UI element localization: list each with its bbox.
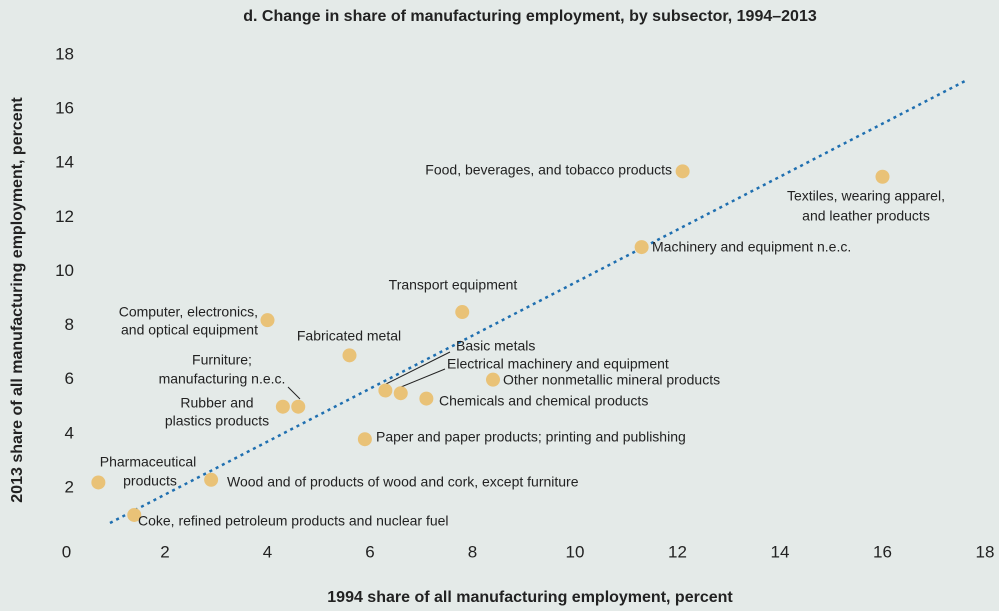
point bbox=[275, 399, 290, 414]
y-tick-label: 14 bbox=[55, 153, 74, 172]
point bbox=[260, 313, 275, 328]
chart-title: d. Change in share of manufacturing empl… bbox=[243, 8, 817, 25]
x-tick-label: 4 bbox=[263, 542, 272, 561]
point-label: Textiles, wearing apparel, bbox=[787, 188, 945, 204]
point-label: Machinery and equipment n.e.c. bbox=[652, 239, 851, 255]
point-label: Basic metals bbox=[456, 338, 535, 354]
x-tick-label: 0 bbox=[62, 542, 71, 561]
point bbox=[342, 348, 357, 363]
point bbox=[419, 391, 434, 406]
point bbox=[357, 432, 372, 447]
x-tick-label: 2 bbox=[160, 542, 169, 561]
reference-line bbox=[109, 78, 968, 525]
x-tick-label: 16 bbox=[873, 542, 892, 561]
point-label: products bbox=[123, 473, 177, 489]
point bbox=[291, 399, 306, 414]
x-tick-label: 12 bbox=[668, 542, 687, 561]
leader-lines bbox=[287, 351, 451, 400]
y-tick-label: 10 bbox=[55, 261, 74, 280]
point-label: Food, beverages, and tobacco products bbox=[425, 162, 672, 178]
point bbox=[875, 169, 890, 184]
x-tick-label: 14 bbox=[771, 542, 790, 561]
point bbox=[91, 475, 106, 490]
point-label: Computer, electronics, bbox=[119, 304, 258, 320]
point-label: Paper and paper products; printing and p… bbox=[376, 429, 686, 445]
leader-line bbox=[385, 351, 451, 385]
point-label: Pharmaceutical bbox=[100, 454, 197, 470]
point-label: Fabricated metal bbox=[297, 328, 401, 344]
point-label: Other nonmetallic mineral products bbox=[503, 372, 720, 388]
point bbox=[486, 372, 500, 387]
point-label: Transport equipment bbox=[389, 277, 518, 293]
point bbox=[393, 386, 408, 401]
point-label: and optical equipment bbox=[121, 322, 258, 338]
point bbox=[675, 164, 690, 179]
point bbox=[634, 240, 649, 255]
y-tick-label: 4 bbox=[65, 423, 74, 442]
leader-line bbox=[400, 368, 446, 388]
y-tick-label: 18 bbox=[55, 44, 74, 63]
point bbox=[455, 305, 470, 320]
point-label: plastics products bbox=[165, 413, 269, 429]
point-label: Furniture; bbox=[192, 352, 252, 368]
x-tick-label: 6 bbox=[365, 542, 374, 561]
x-tick-label: 8 bbox=[468, 542, 477, 561]
x-tick-label: 10 bbox=[566, 542, 585, 561]
point-label: Rubber and bbox=[180, 395, 253, 411]
point-label: Chemicals and chemical products bbox=[439, 393, 648, 409]
y-tick-label: 16 bbox=[55, 99, 74, 118]
y-tick-label: 8 bbox=[65, 315, 74, 334]
x-axis-label: 1994 share of all manufacturing employme… bbox=[327, 589, 733, 606]
y-axis-label: 2013 share of all manufacturing employme… bbox=[9, 97, 26, 503]
point-label: and leather products bbox=[802, 208, 930, 224]
point bbox=[378, 383, 393, 398]
y-tick-label: 6 bbox=[65, 369, 74, 388]
point-label: Coke, refined petroleum products and nuc… bbox=[138, 513, 449, 529]
point-label: Wood and of products of wood and cork, e… bbox=[227, 474, 579, 490]
x-tick-label: 18 bbox=[976, 542, 995, 561]
y-tick-label: 12 bbox=[55, 207, 74, 226]
point-label: Electrical machinery and equipment bbox=[447, 356, 669, 372]
leader-line bbox=[287, 386, 301, 400]
point-label: manufacturing n.e.c. bbox=[159, 371, 286, 387]
point bbox=[204, 472, 219, 487]
point bbox=[127, 507, 142, 522]
y-tick-label: 2 bbox=[65, 477, 74, 496]
